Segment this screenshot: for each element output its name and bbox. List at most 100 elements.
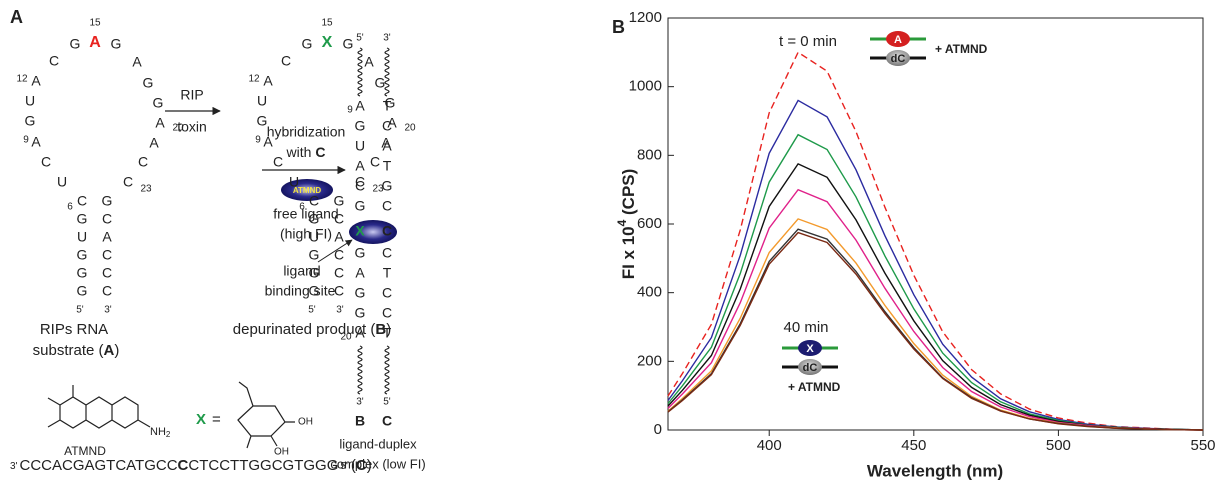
sequence-part: 5' [340, 461, 348, 472]
y-tick-label: 600 [637, 215, 662, 232]
nucleotide: A [364, 54, 374, 70]
caption: substrate (A) [33, 342, 120, 359]
step-label: with C [286, 144, 326, 160]
nucleotide: C [138, 154, 148, 170]
nucleotide: G [143, 75, 154, 91]
y-tick-label: 200 [637, 352, 662, 369]
step-label: (high FI) [280, 226, 332, 242]
nucleotide: C [102, 283, 112, 299]
sugar-structure [237, 381, 295, 449]
nucleotide: G [375, 75, 386, 91]
panel-b: B Wavelength (nm) FI x 104 (CPS) 0 200 400… [612, 9, 1216, 481]
position-number: 9 [347, 105, 353, 116]
sequence-part: ( [351, 457, 356, 474]
nucleotide: C [309, 193, 319, 209]
strand-end: 5' [76, 305, 84, 316]
nucleotide: U [309, 229, 319, 245]
nucleotide: G [77, 211, 88, 227]
step-label: hybridization [267, 124, 346, 140]
nucleotide: C [334, 265, 344, 281]
caption: ligand-duplex [339, 436, 417, 451]
panel-label: B [612, 17, 625, 37]
nucleotide: A [355, 158, 365, 174]
arrow [317, 239, 353, 263]
nucleotide: U [289, 174, 299, 190]
y-tick-label: 400 [637, 284, 662, 301]
strand-end: 3' [383, 33, 391, 44]
nucleotide: T [383, 265, 392, 281]
nucleotide: C [334, 247, 344, 263]
nucleotide: X [322, 34, 333, 51]
nucleotide: C [382, 305, 392, 321]
annotation: 40 min [783, 319, 828, 336]
nucleotide: G [77, 247, 88, 263]
strand-end: 5' [356, 33, 364, 44]
caption: RIPs RNA [40, 321, 108, 338]
strand-label: B [355, 413, 365, 429]
nucleotide: G [309, 265, 320, 281]
nucleotide: A [132, 54, 142, 70]
nucleotide: G [309, 283, 320, 299]
nucleotide: G [355, 245, 366, 261]
nucleotide: C [355, 174, 365, 190]
strand-wave [384, 345, 390, 395]
nucleotide: U [77, 229, 87, 245]
nucleotide: C [382, 118, 392, 134]
ligand-icon [281, 179, 333, 201]
icon-label: + ATMND [788, 380, 841, 394]
hydroxyl: OH [274, 447, 289, 458]
nucleotide: T [383, 325, 392, 341]
strand-label: C [382, 413, 392, 429]
base-icon [798, 340, 822, 356]
nucleotide: C [382, 198, 392, 214]
nucleotide: T [383, 158, 392, 174]
nucleotide: A [89, 34, 101, 51]
strand-wave [357, 47, 363, 97]
nucleotide: G [25, 113, 36, 129]
series-line [667, 228, 1204, 431]
position-number: 23 [372, 184, 384, 195]
nucleotide: C [102, 247, 112, 263]
y-label-part: FI x 10 [619, 226, 638, 279]
nucleotide: G [334, 193, 345, 209]
position-number: 20 [404, 123, 416, 134]
caption-part: B [375, 321, 386, 338]
position-number: 9 [255, 135, 261, 146]
nucleotide: A [334, 229, 344, 245]
nucleotide: G [77, 283, 88, 299]
nucleotide: A [381, 135, 391, 151]
strand-end: 5' [383, 397, 391, 408]
y-axis-label: FI x 104 (CPS) [615, 169, 638, 280]
position-number: 12 [248, 74, 260, 85]
nucleotide: C [49, 53, 59, 69]
strand-end: 3' [104, 305, 112, 316]
caption-part: depurinated product ( [233, 321, 376, 338]
nucleotide: A [355, 325, 365, 341]
y-label-part: 4 [615, 219, 629, 226]
position-number: 23 [140, 184, 152, 195]
series-line [667, 163, 1204, 431]
nucleotide: C [41, 154, 51, 170]
nucleotide: C [334, 211, 344, 227]
icon-label: A [894, 34, 902, 46]
sequence-part: ) [367, 457, 372, 474]
position-number: 6 [299, 202, 305, 213]
sequence-part: C [178, 457, 189, 474]
step-label: RIP [180, 87, 203, 103]
icon-label: dC [803, 362, 818, 374]
position-number: 12 [16, 74, 28, 85]
nucleotide: G [77, 265, 88, 281]
step-part: C [315, 144, 325, 160]
nucleotide: A [31, 73, 41, 89]
sequence-part: 3' [10, 461, 18, 472]
sugar-symbol: X [196, 411, 206, 428]
x-tick-label: 400 [757, 437, 782, 454]
nucleotide: U [257, 93, 267, 109]
step-label: toxin [177, 119, 207, 135]
nucleotide: U [57, 174, 67, 190]
nucleotide: A [102, 229, 112, 245]
nucleotide: A [31, 134, 41, 150]
caption-part: A [104, 342, 115, 359]
nucleotide: T [383, 98, 392, 114]
y-tick-label: 800 [637, 146, 662, 163]
